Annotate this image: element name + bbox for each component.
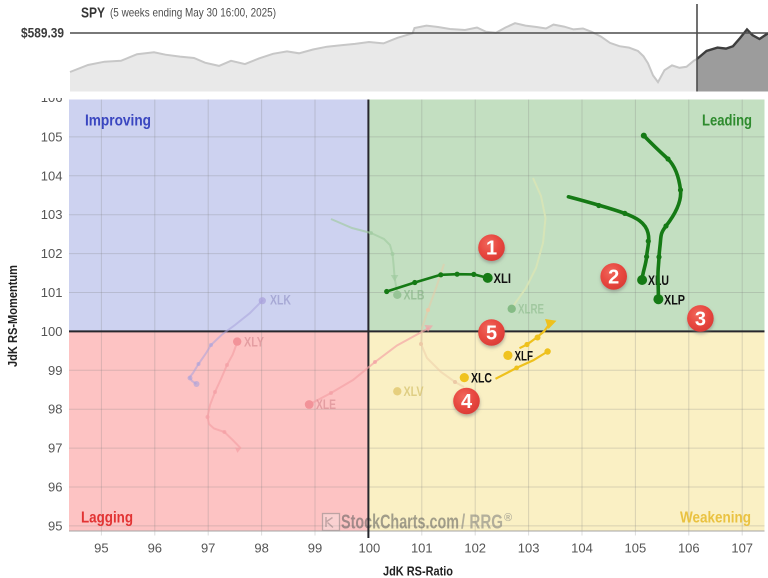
svg-text:Weakening: Weakening (680, 509, 751, 526)
svg-text:1: 1 (486, 238, 497, 260)
svg-text:JdK RS-Ratio: JdK RS-Ratio (383, 564, 453, 578)
svg-text:StockCharts.com: StockCharts.com (341, 512, 459, 534)
svg-text:XLE: XLE (316, 397, 336, 412)
svg-text:106: 106 (41, 90, 63, 105)
svg-text:XLV: XLV (404, 384, 424, 399)
svg-text:XLP: XLP (664, 293, 685, 308)
svg-text:98: 98 (254, 541, 268, 556)
svg-text:2: 2 (608, 266, 619, 288)
svg-text:101: 101 (41, 285, 63, 300)
svg-text:96: 96 (148, 541, 162, 556)
svg-text:Lagging: Lagging (81, 509, 133, 526)
svg-text:104: 104 (571, 541, 593, 556)
svg-text:®: ® (504, 512, 512, 524)
svg-text:99: 99 (48, 363, 62, 378)
svg-text:102: 102 (464, 541, 486, 556)
svg-text:XLI: XLI (494, 271, 512, 286)
svg-text:105: 105 (625, 541, 647, 556)
svg-text:106: 106 (678, 541, 700, 556)
svg-text:Leading: Leading (702, 112, 752, 129)
svg-text:95: 95 (94, 541, 108, 556)
svg-text:97: 97 (201, 541, 215, 556)
svg-text:100: 100 (359, 541, 381, 556)
svg-text:5: 5 (486, 323, 497, 345)
svg-text:97: 97 (48, 441, 62, 456)
svg-text:3: 3 (695, 308, 706, 330)
svg-text:XLB: XLB (404, 288, 425, 303)
svg-text:101: 101 (411, 541, 433, 556)
svg-text:99: 99 (308, 541, 322, 556)
svg-text:104: 104 (41, 168, 63, 183)
svg-text:(5 weeks ending May 30 16:00,: (5 weeks ending May 30 16:00, 2025) (110, 6, 276, 20)
svg-text:SPY: SPY (81, 5, 105, 22)
svg-text:102: 102 (41, 246, 63, 261)
svg-text:103: 103 (41, 207, 63, 222)
svg-text:98: 98 (48, 402, 62, 417)
svg-text:96: 96 (48, 480, 62, 495)
svg-text:100: 100 (41, 324, 63, 339)
svg-text:Improving: Improving (85, 112, 151, 129)
svg-text:XLF: XLF (515, 349, 534, 364)
svg-text:95: 95 (48, 518, 62, 533)
svg-text:JdK RS-Momentum: JdK RS-Momentum (5, 265, 20, 367)
svg-text:XLRE: XLRE (518, 302, 544, 317)
svg-text:4: 4 (461, 391, 473, 413)
svg-text:XLK: XLK (270, 293, 291, 308)
svg-text:105: 105 (41, 129, 63, 144)
svg-text:107: 107 (731, 541, 753, 556)
svg-text:XLY: XLY (244, 335, 264, 350)
svg-text:/ RRG: / RRG (461, 512, 503, 534)
svg-text:$589.39: $589.39 (21, 26, 64, 41)
svg-text:103: 103 (518, 541, 540, 556)
svg-text:XLC: XLC (471, 371, 492, 386)
